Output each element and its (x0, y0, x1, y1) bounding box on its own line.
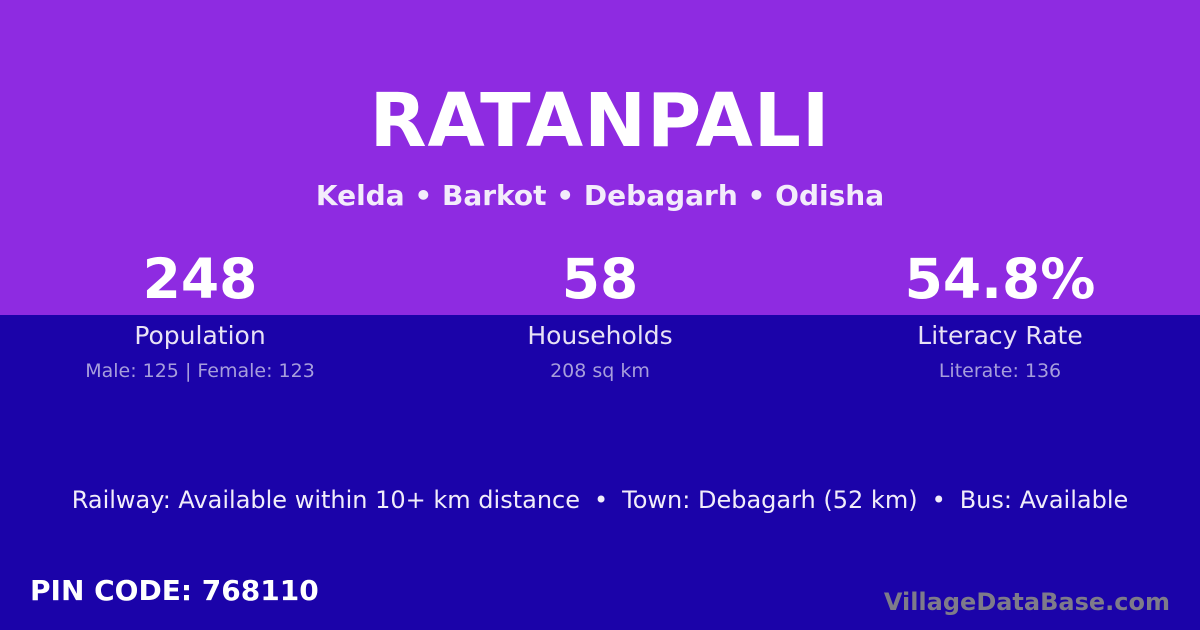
stats-row: 248 Population Male: 125 | Female: 123 5… (0, 252, 1200, 383)
stat-literacy-rate: 54.8% Literacy Rate Literate: 136 (800, 252, 1200, 383)
town-info: Town: Debagarh (52 km) (622, 486, 918, 514)
transport-info-line: Railway: Available within 10+ km distanc… (0, 486, 1200, 515)
village-name-title: RATANPALI (369, 78, 831, 164)
literacy-detail: Literate: 136 (938, 360, 1062, 382)
railway-info: Railway: Available within 10+ km distanc… (71, 486, 580, 514)
stat-households: 58 Households 208 sq km (400, 252, 800, 383)
households-detail: 208 sq km (550, 360, 650, 382)
population-detail: Male: 125 | Female: 123 (85, 360, 315, 382)
literacy-label: Literacy Rate (917, 321, 1083, 350)
pin-code: PIN CODE: 768110 (30, 574, 319, 607)
literacy-value: 54.8% (904, 247, 1096, 311)
location-breadcrumb: Kelda • Barkot • Debagarh • Odisha (315, 179, 885, 212)
bullet-separator: • (931, 486, 946, 514)
households-label: Households (527, 321, 673, 350)
watermark-site-name: VillageDataBase.com (883, 588, 1170, 616)
population-label: Population (134, 321, 266, 350)
bullet-separator: • (594, 486, 609, 514)
households-value: 58 (561, 247, 639, 311)
population-value: 248 (142, 247, 258, 311)
bus-info: Bus: Available (959, 486, 1129, 514)
stat-population: 248 Population Male: 125 | Female: 123 (0, 252, 400, 383)
